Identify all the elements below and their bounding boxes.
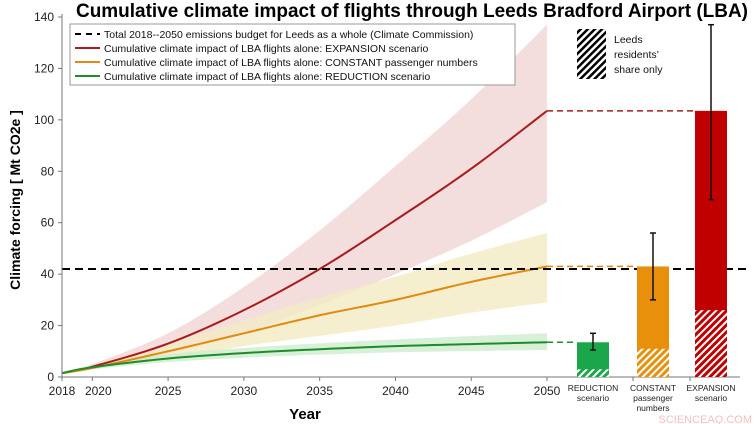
bar-category-label: scenario <box>577 393 609 403</box>
y-tick-label: 120 <box>34 61 54 75</box>
x-tick-label: 2020 <box>85 384 112 398</box>
hatch-swatch <box>577 29 606 79</box>
bar-leeds-share-hatch <box>637 348 669 377</box>
bar-leeds-share-hatch <box>577 369 609 377</box>
hatch-legend-line2: residents’ <box>614 49 659 61</box>
y-tick-label: 140 <box>34 10 54 24</box>
x-tick-label: 2040 <box>382 384 409 398</box>
uncertainty-band-1 <box>62 233 547 374</box>
legend-label: Total 2018--2050 emissions budget for Le… <box>104 29 473 41</box>
y-tick-label: 40 <box>41 267 55 281</box>
hatch-legend: Leeds residents’ share only <box>577 29 663 79</box>
x-tick-label: 2045 <box>458 384 485 398</box>
series-line-2 <box>61 341 548 375</box>
x-axis-label: Year <box>289 406 321 423</box>
bar-category-label: CONSTANT <box>630 383 676 393</box>
bar-category-label: numbers <box>636 403 669 413</box>
bar-leeds-share-hatch <box>695 310 727 377</box>
y-tick-label: 20 <box>41 319 55 333</box>
uncertainty-band-2 <box>62 333 547 374</box>
bar-category-label: REDUCTION <box>568 383 619 393</box>
y-tick-label: 80 <box>41 164 55 178</box>
y-tick-label: 100 <box>34 113 54 127</box>
hatch-legend-line3: share only <box>614 64 663 76</box>
y-tick-label: 60 <box>41 216 55 230</box>
chart-title: Cumulative climate impact of flights thr… <box>76 1 748 22</box>
y-tick-label: 0 <box>47 370 54 384</box>
x-tick-label: 2025 <box>155 384 182 398</box>
legend-label: Cumulative climate impact of LBA flights… <box>104 71 430 83</box>
bar-category-label: EXPANSION <box>687 383 736 393</box>
hatch-legend-line1: Leeds <box>614 34 643 46</box>
x-tick-label: 2050 <box>534 384 561 398</box>
x-tick-label: 2030 <box>231 384 258 398</box>
legend-label: Cumulative climate impact of LBA flights… <box>104 43 428 55</box>
legend: Total 2018--2050 emissions budget for Le… <box>69 23 516 86</box>
x-tick-label: 2018 <box>49 384 76 398</box>
bar-category-label: scenario <box>695 393 727 403</box>
legend-label: Cumulative climate impact of LBA flights… <box>104 57 478 69</box>
series-line-0 <box>61 110 548 375</box>
bar-category-label: passenger <box>633 393 673 403</box>
y-axis-label: Climate forcing [ Mt CO2e ] <box>7 110 23 290</box>
watermark: SCIENCEAQ.COM <box>658 414 752 424</box>
x-tick-label: 2035 <box>306 384 333 398</box>
